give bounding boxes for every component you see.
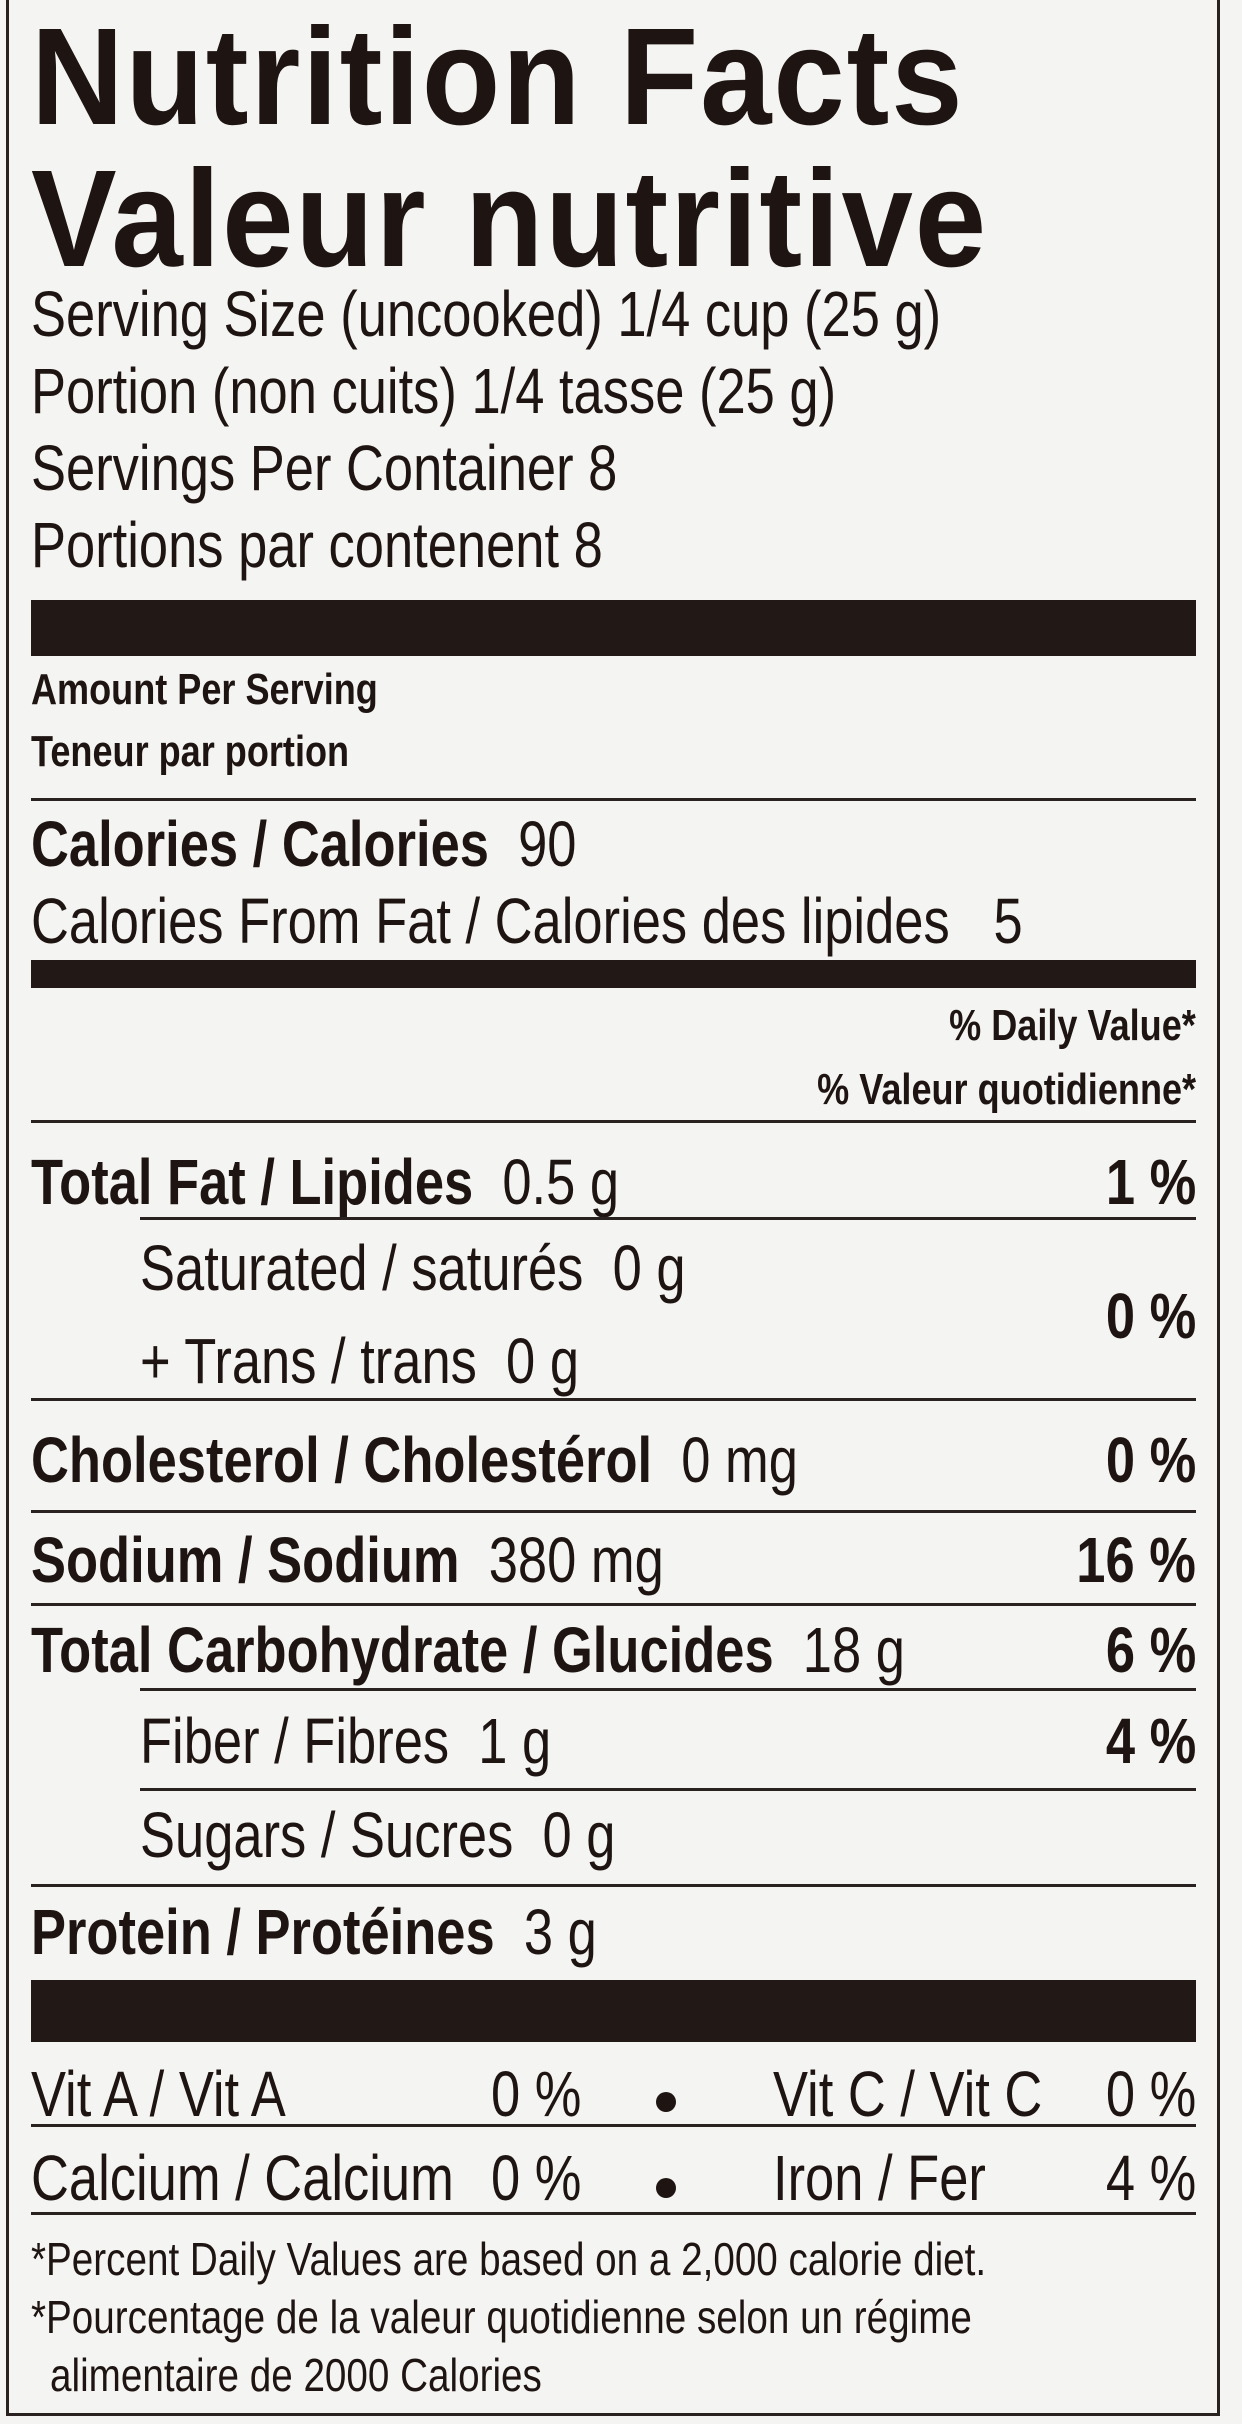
- nutrient-amount: 0 g: [506, 1325, 580, 1397]
- nutrient-dv: 1 %: [1105, 1146, 1196, 1218]
- servings-text: Servings Per Container 8: [31, 432, 618, 504]
- nutrient-label: Cholesterol / Cholestérol: [31, 1424, 653, 1496]
- title-fr: Valeur nutritive: [31, 150, 1196, 288]
- bullet-icon: [656, 2092, 676, 2112]
- nutrient-amount: 18 g: [802, 1614, 905, 1686]
- thick-divider: [31, 600, 1196, 656]
- title-en-text: Nutrition Facts: [31, 0, 965, 154]
- dv-fr-text: % Valeur quotidienne*: [817, 1065, 1196, 1114]
- nutrient-amount: 1 g: [478, 1705, 552, 1777]
- iron-dv: 4 %: [1105, 2142, 1196, 2214]
- nutrient-label: Total Fat / Lipides: [31, 1146, 474, 1218]
- nutrient-amount: 380 mg: [488, 1524, 664, 1596]
- footnote-fr-2-text: alimentaire de 2000 Calories: [50, 2349, 542, 2401]
- nutrient-label: Total Carbohydrate / Glucides: [31, 1614, 774, 1686]
- footnote-en-text: *Percent Daily Values are based on a 2,0…: [31, 2233, 987, 2285]
- divider: [31, 1120, 1196, 1123]
- nutrient-dv: 0 %: [1105, 1424, 1196, 1496]
- nutrient-amount: 0 g: [542, 1799, 616, 1871]
- vit-a-label: Vit A / Vit A: [31, 2058, 286, 2130]
- medium-divider: [31, 960, 1196, 988]
- nutrient-amount: 0 mg: [681, 1424, 798, 1496]
- calcium-label: Calcium / Calcium: [31, 2142, 454, 2214]
- divider: [31, 1884, 1196, 1887]
- nutrient-dv: 6 %: [1105, 1614, 1196, 1686]
- calcium-dv: 0 %: [491, 2142, 582, 2214]
- nutrient-label: + Trans / trans: [140, 1325, 477, 1397]
- nutrient-label: Saturated / saturés: [140, 1232, 584, 1304]
- bullet-icon: [656, 2178, 676, 2198]
- nutrient-dv: 16 %: [1076, 1524, 1196, 1596]
- teneur-text: Teneur par portion: [31, 727, 350, 776]
- amount-text: Amount Per Serving: [31, 665, 378, 714]
- nutrient-label: Protein / Protéines: [31, 1896, 495, 1968]
- divider: [31, 2212, 1196, 2215]
- nutrient-label: Sugars / Sucres: [140, 1799, 514, 1871]
- nutrient-dv: 4 %: [1105, 1705, 1196, 1777]
- divider: [31, 1510, 1196, 1513]
- calories-fat-label: Calories From Fat / Calories des lipides: [31, 885, 950, 957]
- nutrient-dv: 0 %: [1105, 1280, 1196, 1352]
- calories-label: Calories / Calories: [31, 808, 489, 880]
- vit-c-dv: 0 %: [1105, 2058, 1196, 2130]
- title-fr-text: Valeur nutritive: [31, 142, 988, 296]
- label-border: [6, 0, 1220, 2416]
- divider: [31, 1398, 1196, 1401]
- vit-a-dv: 0 %: [491, 2058, 582, 2130]
- divider: [31, 798, 1196, 801]
- divider: [31, 1603, 1196, 1606]
- divider: [31, 2124, 1196, 2127]
- thick-divider: [31, 1980, 1196, 2042]
- vit-c-label: Vit C / Vit C: [773, 2058, 1043, 2130]
- calories-fat-value: 5: [993, 885, 1023, 957]
- divider: [140, 1217, 1196, 1220]
- title-en: Nutrition Facts: [31, 8, 1196, 146]
- footnote-fr-text: *Pourcentage de la valeur quotidienne se…: [31, 2291, 972, 2343]
- nutrient-amount: 0.5 g: [502, 1146, 620, 1218]
- nutrient-label: Fiber / Fibres: [140, 1705, 450, 1777]
- divider: [140, 1788, 1196, 1791]
- divider: [140, 1688, 1196, 1691]
- serving-size-text: Serving Size (uncooked) 1/4 cup (25 g): [31, 278, 942, 350]
- portion-text: Portion (non cuits) 1/4 tasse (25 g): [31, 355, 837, 427]
- calories-value: 90: [518, 808, 577, 880]
- nutrient-amount: 3 g: [523, 1896, 597, 1968]
- portions-text: Portions par contenent 8: [31, 509, 603, 581]
- iron-label: Iron / Fer: [773, 2142, 986, 2214]
- nutrient-amount: 0 g: [612, 1232, 686, 1304]
- nutrient-label: Sodium / Sodium: [31, 1524, 460, 1596]
- dv-en-text: % Daily Value*: [949, 1001, 1196, 1050]
